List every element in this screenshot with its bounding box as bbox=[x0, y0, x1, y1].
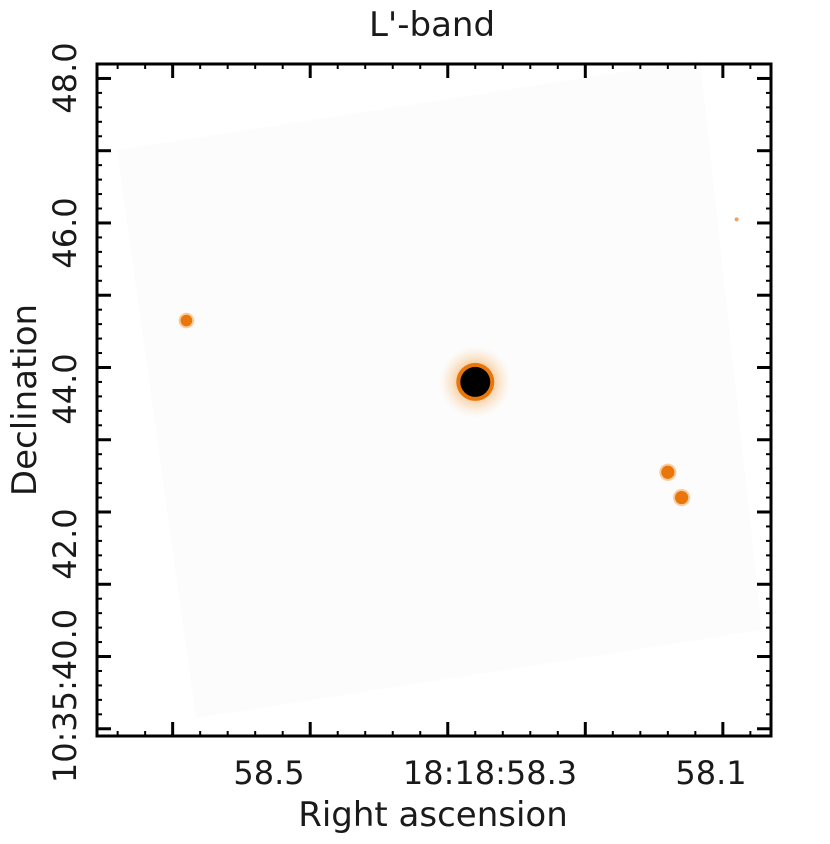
y-tick-label: 46.0 bbox=[46, 197, 84, 268]
y-tick-label: 48.0 bbox=[46, 42, 84, 113]
y-tick-label: 10:35:40.0 bbox=[46, 609, 84, 783]
tick-marks bbox=[97, 63, 771, 736]
y-tick-label: 44.0 bbox=[46, 353, 84, 424]
y-tick-label: 42.0 bbox=[46, 508, 84, 579]
source-point bbox=[674, 490, 689, 505]
y-axis-label: Declination bbox=[5, 304, 45, 496]
x-tick-label: 58.1 bbox=[675, 754, 746, 792]
source-core bbox=[460, 366, 491, 397]
x-axis-label: Right ascension bbox=[298, 795, 568, 835]
image-footprint bbox=[117, 60, 762, 718]
sources-layer bbox=[178, 217, 739, 507]
plot-frame bbox=[95, 62, 773, 738]
chart-title: L'-band bbox=[369, 5, 495, 45]
source-point bbox=[180, 314, 193, 327]
x-tick-label: 18:18:58.3 bbox=[403, 754, 577, 792]
source-point bbox=[661, 465, 675, 479]
source-point bbox=[734, 217, 739, 222]
x-tick-label: 58.5 bbox=[233, 754, 304, 792]
